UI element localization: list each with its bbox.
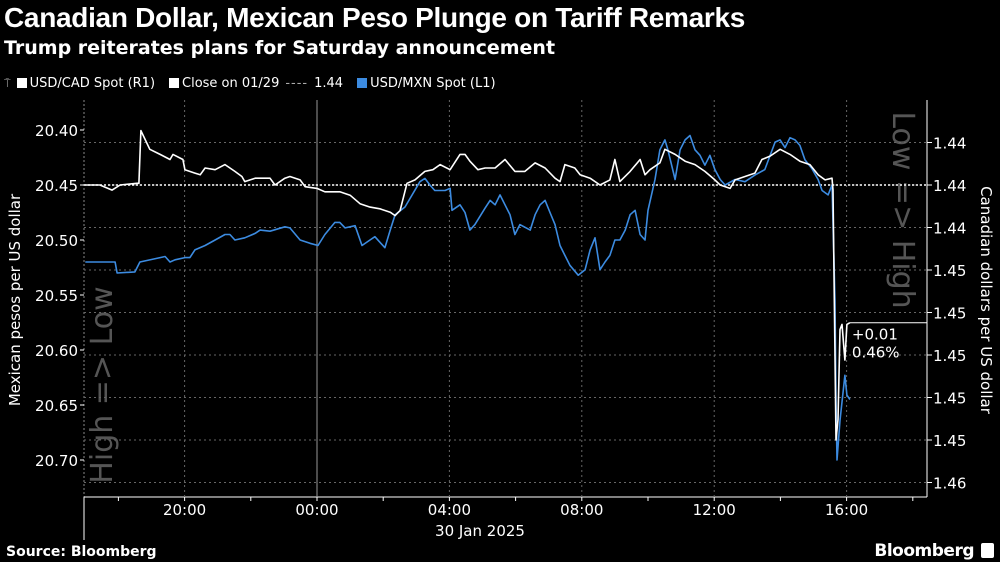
usdmxn-series-line xyxy=(85,134,851,461)
right-direction-watermark: Low => High xyxy=(885,111,920,308)
right-tick-label: 1.45 xyxy=(933,262,966,280)
left-tick-label: 20.40 xyxy=(35,122,78,140)
percent-change-annotation: 0.46% xyxy=(852,344,900,362)
legend-item-cad[interactable]: USD/CAD Spot (R1) xyxy=(16,76,156,91)
left-direction-watermark: High => Low xyxy=(85,286,120,483)
change-annotation: +0.01 xyxy=(852,326,898,344)
x-tick-label: 12:00 xyxy=(693,501,736,519)
left-axis-title: Mexican pesos per US dollar xyxy=(6,193,24,406)
right-tick-label: 1.46 xyxy=(933,475,966,493)
x-tick-label: 00:00 xyxy=(295,501,338,519)
right-tick-label: 1.44 xyxy=(933,177,966,195)
x-tick-label: 08:00 xyxy=(560,501,603,519)
legend: ⍑ USD/CAD Spot (R1) Close on 01/29 ---- 1.… xyxy=(4,76,504,91)
left-tick-label: 20.70 xyxy=(35,452,78,470)
legend-mxn-label: USD/MXN Spot (L1) xyxy=(370,76,496,91)
legend-pin-icon[interactable]: ⍑ xyxy=(4,76,11,90)
right-tick-label: 1.45 xyxy=(933,432,966,450)
right-tick-label: 1.45 xyxy=(933,347,966,365)
legend-item-close[interactable]: Close on 01/29 ---- 1.44 xyxy=(169,76,343,91)
left-tick-label: 20.60 xyxy=(35,342,78,360)
chart-title: Canadian Dollar, Mexican Peso Plunge on … xyxy=(4,2,746,33)
right-axis-title: Canadian dollars per US dollar xyxy=(977,186,995,415)
chart-subtitle: Trump reiterates plans for Saturday anno… xyxy=(4,37,556,59)
right-tick-label: 1.44 xyxy=(933,135,966,153)
brand-logo: Bloomberg xyxy=(874,541,974,561)
left-tick-label: 20.50 xyxy=(35,232,78,250)
left-tick-label: 20.45 xyxy=(35,177,78,195)
x-tick-label: 04:00 xyxy=(428,501,471,519)
right-tick-label: 1.45 xyxy=(933,305,966,323)
usdcad-series-line xyxy=(85,129,851,441)
x-axis-date-label: 30 Jan 2025 xyxy=(435,522,525,540)
close-swatch-icon xyxy=(169,78,180,88)
right-tick-label: 1.44 xyxy=(933,220,966,238)
cad-swatch-icon xyxy=(16,78,27,88)
source-note: Source: Bloomberg xyxy=(6,544,157,560)
dash-line-icon: ---- xyxy=(285,76,309,91)
left-tick-label: 20.55 xyxy=(35,287,78,305)
x-tick-label: 20:00 xyxy=(163,501,206,519)
legend-cad-label: USD/CAD Spot (R1) xyxy=(29,76,156,91)
legend-item-mxn[interactable]: USD/MXN Spot (L1) xyxy=(357,76,496,91)
x-tick-label: 16:00 xyxy=(825,501,868,519)
right-tick-label: 1.45 xyxy=(933,390,966,408)
legend-close-value: 1.44 xyxy=(314,76,344,91)
left-tick-label: 20.65 xyxy=(35,397,78,415)
bloomberg-terminal-icon xyxy=(981,543,994,558)
legend-close-label: Close on 01/29 xyxy=(182,76,280,91)
mxn-swatch-icon xyxy=(357,78,368,88)
